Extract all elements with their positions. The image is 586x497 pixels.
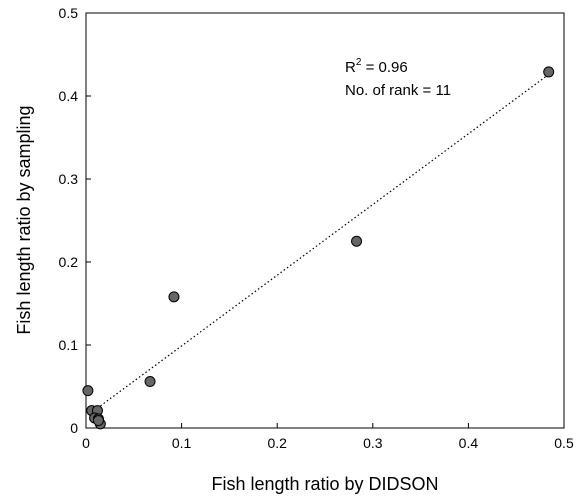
x-tick-label: 0.3 [363, 435, 383, 451]
x-axis-title: Fish length ratio by DIDSON [211, 474, 438, 494]
rank-annotation: No. of rank = 11 [345, 82, 451, 99]
data-point [144, 376, 156, 388]
plot-frame [85, 12, 565, 429]
y-tick-label: 0.1 [59, 337, 79, 353]
y-tick-label: 0.5 [59, 5, 79, 21]
axis-ticks: 0 0.1 0.2 0.3 0.4 0.5 0 0.1 0.2 0.3 0.4 0.5 [59, 5, 574, 451]
data-point [351, 235, 363, 247]
r-squared-label: R [345, 59, 356, 76]
y-tick-label: 0.2 [59, 254, 79, 270]
r-squared-superscript: 2 [356, 57, 362, 68]
r-squared-annotation: R2 = 0.96 [345, 57, 408, 76]
data-point [92, 415, 104, 427]
x-tick-label: 0 [82, 435, 90, 451]
data-point [168, 291, 180, 303]
trend-line-group [90, 73, 550, 414]
r-squared-value: = 0.96 [361, 59, 407, 76]
y-tick-label: 0 [70, 420, 78, 436]
x-tick-label: 0.2 [267, 435, 287, 451]
x-tick-label: 0.4 [459, 435, 479, 451]
y-axis-title: Fish length ratio by sampling [14, 105, 34, 334]
x-tick-label: 0.1 [172, 435, 192, 451]
y-tick-label: 0.4 [59, 88, 79, 104]
x-tick-label: 0.5 [554, 435, 574, 451]
trend-line [90, 73, 550, 414]
data-points [82, 66, 555, 430]
y-tick-label: 0.3 [59, 171, 79, 187]
data-point [543, 66, 555, 78]
data-point [82, 385, 94, 397]
